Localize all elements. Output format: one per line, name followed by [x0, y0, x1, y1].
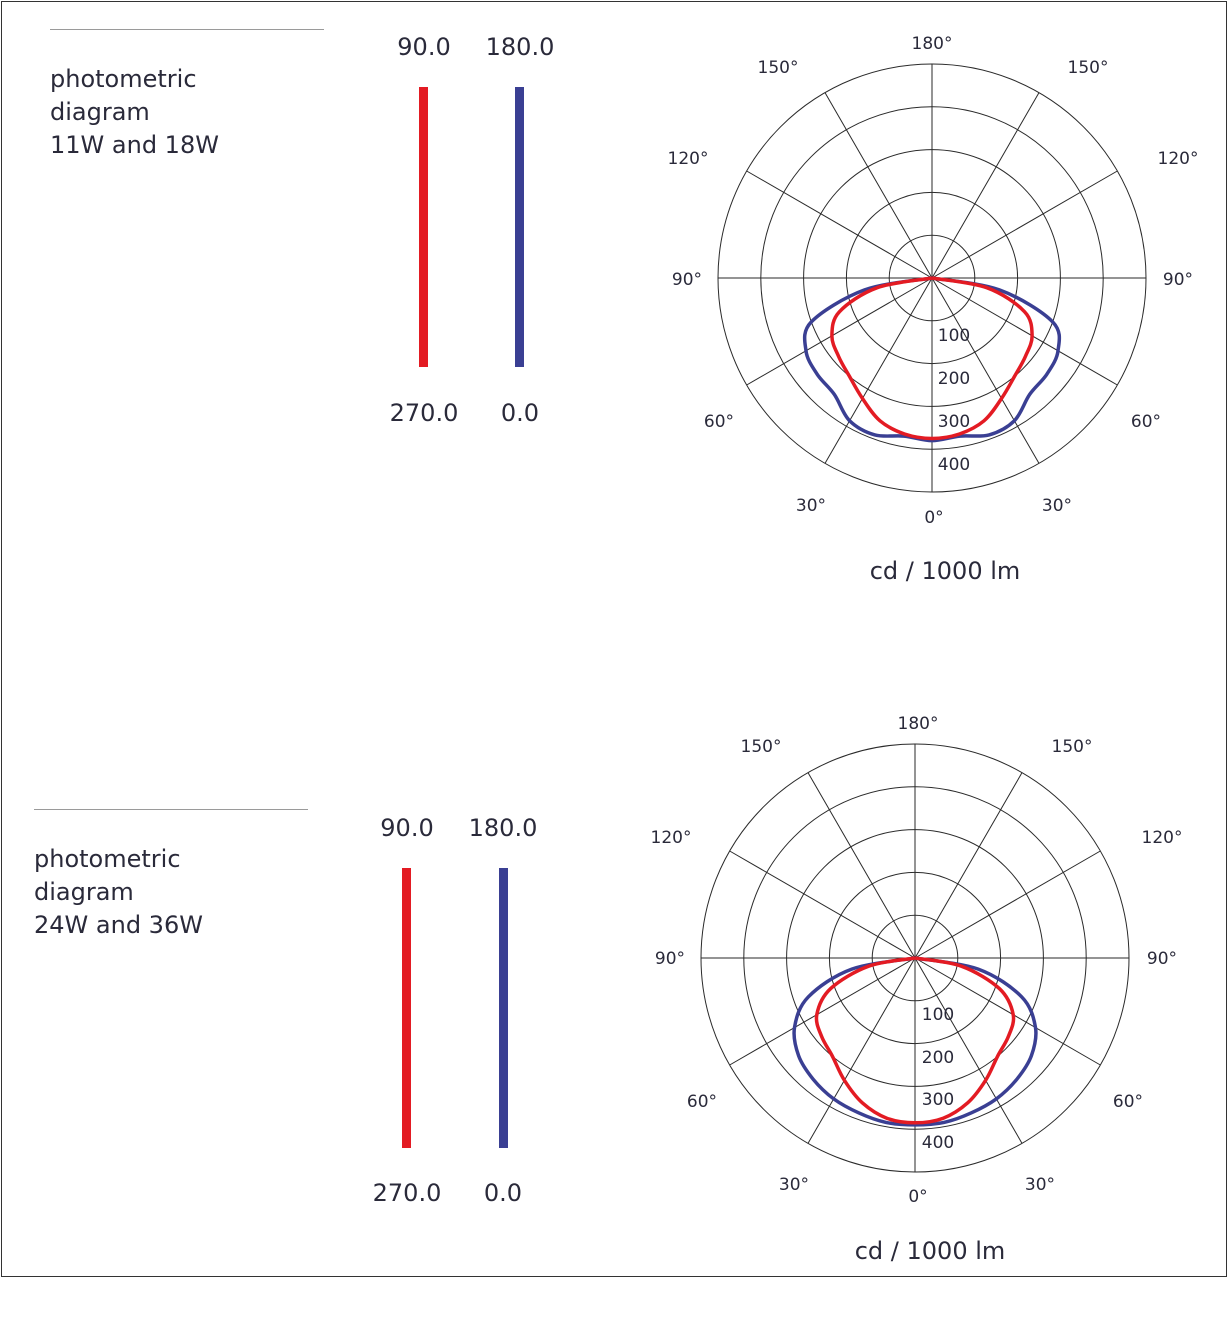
grid-spoke — [824, 277, 933, 464]
series-curve-red — [814, 956, 1016, 1125]
grid-spoke — [746, 170, 933, 279]
angle-label-30-right: 30° — [1025, 1175, 1055, 1195]
series-curve-blue — [802, 276, 1062, 443]
angle-label-60-right: 60° — [1131, 412, 1161, 432]
grid-spoke — [914, 772, 1023, 959]
series-curve-red — [830, 276, 1034, 441]
grid-spoke — [807, 772, 916, 959]
radial-label-100: 100 — [938, 326, 970, 346]
angle-label-120-right: 120° — [1158, 149, 1199, 169]
grid-spoke — [746, 277, 933, 386]
grid-spoke — [931, 92, 1040, 279]
photometric-panel-2: photometric diagram 24W and 36W 90.0 270… — [0, 680, 1230, 1320]
legend-red-bar — [402, 868, 411, 1148]
legend-red-bottom-label: 270.0 — [372, 1179, 442, 1207]
polar-svg: 180° 150° 150° 120° 120° 90° 90° 60° 60°… — [668, 34, 1199, 528]
grid-spoke — [914, 957, 1023, 1144]
grid-spoke — [914, 957, 1101, 1066]
legend-blue-bottom-label: 0.0 — [500, 399, 540, 427]
radial-label-400: 400 — [938, 455, 970, 475]
angle-label-60-left: 60° — [687, 1092, 717, 1112]
polar-chart: 180° 150° 150° 120° 120° 90° 90° 60° 60°… — [620, 680, 1230, 1320]
angle-label-90-right: 90° — [1163, 270, 1193, 290]
unit-label: cd / 1000 lm — [854, 1237, 1006, 1265]
angle-label-180: 180° — [898, 714, 939, 734]
radial-label-300: 300 — [922, 1090, 954, 1110]
legend-blue-bottom-label: 0.0 — [483, 1179, 523, 1207]
series-curve-blue — [792, 956, 1038, 1127]
angle-label-90-right: 90° — [1147, 949, 1177, 969]
legend-blue-top-label: 180.0 — [468, 814, 538, 842]
radial-label-200: 200 — [922, 1048, 954, 1068]
grid-spoke — [931, 277, 1040, 464]
legend-blue-top-label: 180.0 — [485, 33, 555, 61]
polar-chart: 180° 150° 150° 120° 120° 90° 90° 60° 60°… — [620, 0, 1230, 640]
angle-label-60-left: 60° — [704, 412, 734, 432]
legend-blue-bar — [499, 868, 508, 1148]
radial-label-100: 100 — [922, 1005, 954, 1025]
grid-spoke — [729, 850, 916, 959]
polar-svg: 180° 150° 150° 120° 120° 90° 90° 60° 60°… — [651, 714, 1183, 1207]
outer-frame — [1, 1, 1227, 1277]
grid-spoke — [824, 92, 933, 279]
title-line-3: 24W and 36W — [34, 911, 203, 939]
grid-spoke — [931, 277, 1118, 386]
angle-label-120-right: 120° — [1142, 828, 1183, 848]
angle-label-150-left: 150° — [758, 58, 799, 78]
legend-red-top-label: 90.0 — [397, 33, 451, 61]
angle-label-150-left: 150° — [741, 737, 782, 757]
title-line-1: photometric — [50, 65, 197, 93]
legend-red-bar — [419, 87, 428, 367]
polar-grid — [717, 63, 1147, 493]
angle-label-30-right: 30° — [1042, 496, 1072, 516]
polar-curves — [802, 276, 1062, 443]
angle-label-60-right: 60° — [1113, 1092, 1143, 1112]
angle-label-150-right: 150° — [1052, 737, 1093, 757]
angle-label-0: 0° — [924, 508, 943, 528]
panel-title: photometric diagram 24W and 36W — [34, 843, 203, 942]
angle-label-30-left: 30° — [796, 496, 826, 516]
angle-label-0: 0° — [908, 1187, 927, 1207]
angle-label-150-right: 150° — [1068, 58, 1109, 78]
title-line-1: photometric — [34, 845, 181, 873]
grid-spoke — [914, 850, 1101, 959]
title-line-3: 11W and 18W — [50, 131, 219, 159]
polar-curves — [792, 956, 1038, 1127]
photometric-panel-1: photometric diagram 11W and 18W 90.0 270… — [0, 0, 1230, 640]
legend-red-bottom-label: 270.0 — [389, 399, 459, 427]
header-rule — [50, 29, 324, 30]
unit-label: cd / 1000 lm — [869, 557, 1021, 585]
legend-blue-bar — [515, 87, 524, 367]
angle-label-90-left: 90° — [672, 270, 702, 290]
grid-spoke — [807, 957, 916, 1144]
title-line-2: diagram — [50, 98, 150, 126]
panel-title: photometric diagram 11W and 18W — [50, 63, 219, 162]
grid-spoke — [729, 957, 916, 1066]
polar-labels: 180° 150° 150° 120° 120° 90° 90° 60° 60°… — [651, 714, 1183, 1207]
radial-label-300: 300 — [938, 412, 970, 432]
angle-label-30-left: 30° — [779, 1175, 809, 1195]
angle-label-90-left: 90° — [655, 949, 685, 969]
grid-spoke — [931, 170, 1118, 279]
angle-label-180: 180° — [912, 34, 953, 54]
angle-label-120-left: 120° — [651, 828, 692, 848]
polar-grid — [700, 743, 1130, 1173]
radial-label-400: 400 — [922, 1133, 954, 1153]
polar-labels: 180° 150° 150° 120° 120° 90° 90° 60° 60°… — [668, 34, 1199, 528]
radial-label-200: 200 — [938, 369, 970, 389]
angle-label-120-left: 120° — [668, 149, 709, 169]
title-line-2: diagram — [34, 878, 134, 906]
legend-red-top-label: 90.0 — [380, 814, 434, 842]
header-rule — [34, 809, 308, 810]
